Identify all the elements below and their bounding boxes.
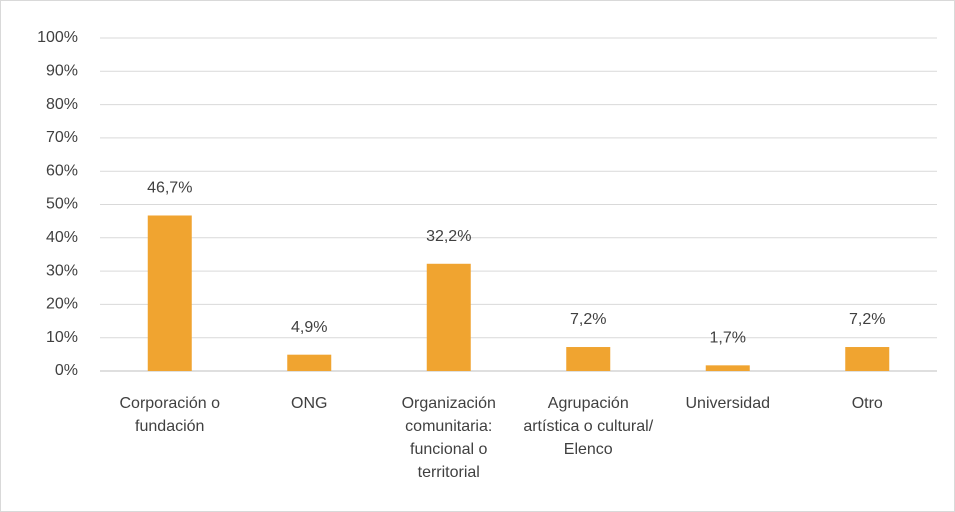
data-label: 7,2% xyxy=(570,311,606,328)
bar xyxy=(566,347,611,371)
y-tick-label: 60% xyxy=(46,162,78,179)
data-label: 46,7% xyxy=(147,180,192,197)
y-tick-label: 30% xyxy=(46,262,78,279)
x-tick-label: Otro xyxy=(851,395,883,412)
x-tick-label: Organización comunitaria: funcional o te… xyxy=(401,395,496,481)
y-tick-label: 40% xyxy=(46,229,78,246)
bar xyxy=(705,365,750,371)
y-tick-label: 80% xyxy=(46,96,78,113)
y-tick-label: 70% xyxy=(46,129,78,146)
y-tick-label: 100% xyxy=(37,29,78,46)
data-label: 7,2% xyxy=(849,311,885,328)
y-tick-label: 20% xyxy=(46,296,78,313)
x-tick-label: ONG xyxy=(291,395,328,412)
bar xyxy=(147,215,192,371)
x-tick-label: Agrupación artística o cultural/ Elenco xyxy=(523,395,654,458)
bar xyxy=(845,347,890,371)
y-tick-label: 10% xyxy=(46,329,78,346)
y-tick-label: 50% xyxy=(46,196,78,213)
data-label: 4,9% xyxy=(291,319,327,336)
bar xyxy=(426,263,471,371)
data-label: 1,7% xyxy=(710,330,746,347)
y-tick-label: 90% xyxy=(46,63,78,80)
x-tick-label: Universidad xyxy=(685,395,770,412)
data-label: 32,2% xyxy=(426,228,471,245)
bar xyxy=(287,354,332,371)
y-tick-label: 0% xyxy=(55,362,78,379)
x-tick-label: Corporación o fundación xyxy=(119,395,221,435)
